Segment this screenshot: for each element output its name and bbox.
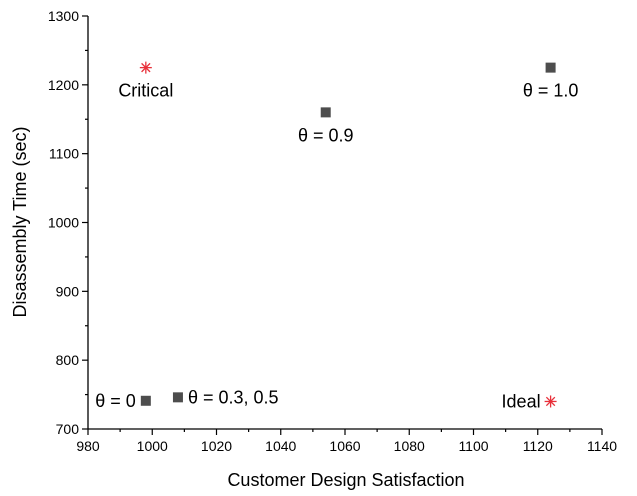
x-tick-label: 1060 [329, 438, 360, 454]
x-axis-ticks: 980 1000 1020 1040 1060 1080 1100 1120 1140 [76, 429, 617, 454]
point-label: θ = 0 [95, 391, 136, 411]
x-tick-label: 1120 [523, 438, 553, 454]
y-tick-label: 800 [56, 352, 80, 368]
point-label: θ = 0.3, 0.5 [188, 387, 279, 407]
point-label: θ = 0.9 [298, 125, 354, 145]
y-tick-label: 1200 [48, 77, 79, 93]
x-tick-label: 1020 [201, 438, 232, 454]
x-axis-label: Customer Design Satisfaction [227, 470, 464, 490]
point-labels: θ = 0 θ = 0.3, 0.5 θ = 0.9 θ = 1.0 Critical I… [95, 81, 578, 412]
x-tick-label: 1100 [458, 438, 488, 454]
asterisk-point [139, 61, 152, 74]
y-tick-label: 1100 [49, 146, 79, 162]
square-point [545, 62, 556, 73]
x-tick-label: 1000 [137, 438, 168, 454]
point-label: Critical [118, 81, 173, 101]
square-point [140, 395, 151, 406]
square-point [320, 107, 331, 118]
x-tick-label: 1040 [265, 438, 296, 454]
y-tick-label: 700 [56, 421, 80, 437]
y-tick-label: 1300 [48, 8, 79, 24]
data-points [139, 61, 557, 408]
x-tick-label: 1080 [394, 438, 425, 454]
point-label: Ideal [502, 391, 541, 411]
x-tick-label: 1140 [587, 438, 617, 454]
axes [87, 16, 602, 430]
y-axis-label: Disassembly Time (sec) [10, 126, 30, 317]
y-tick-label: 900 [56, 283, 80, 299]
point-label: θ = 1.0 [523, 81, 579, 101]
x-tick-label: 980 [76, 438, 100, 454]
square-point [172, 392, 183, 403]
y-tick-label: 1000 [48, 215, 79, 231]
y-axis-ticks: 700 800 900 1000 1100 1200 1300 [48, 8, 88, 437]
asterisk-point [544, 395, 557, 408]
